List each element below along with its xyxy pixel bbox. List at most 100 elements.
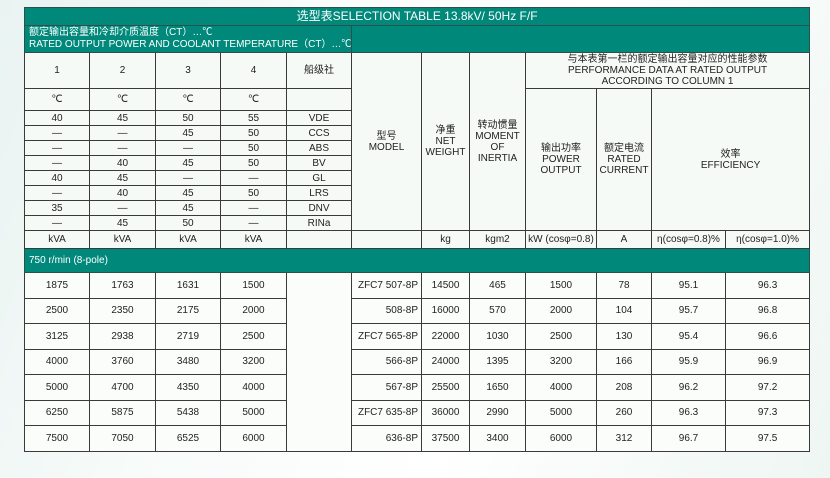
rated-header-cn: 额定输出容量和冷却介质温度（CT）…℃ xyxy=(29,27,213,38)
data-cell: 5000 xyxy=(220,399,287,426)
temp-cell: 40 xyxy=(89,185,156,201)
power-en1: POWER xyxy=(542,154,580,165)
class-society-cell: RINa xyxy=(286,215,352,231)
unit-a: A xyxy=(596,230,652,249)
class-society-cell: LRS xyxy=(286,185,352,201)
class-society-cell: CCS xyxy=(286,125,352,141)
temp-cell: 45 xyxy=(155,125,221,141)
col-3-header: 3 xyxy=(155,52,221,89)
data-cell: 78 xyxy=(596,272,652,299)
weight-en1: NET xyxy=(435,136,456,147)
power-cn: 输出功率 xyxy=(541,143,581,154)
data-cell: 5438 xyxy=(155,399,221,426)
selection-table: 选型表SELECTION TABLE 13.8kV/ 50Hz F/F 额定输出… xyxy=(23,7,811,452)
col-1-header: 1 xyxy=(24,52,90,89)
col-2-header: 2 xyxy=(89,52,156,89)
data-cell: 3125 xyxy=(24,323,90,350)
data-cell: 95.1 xyxy=(651,272,726,299)
temp-cell: — xyxy=(89,125,156,141)
efficiency-header: 效率 EFFICIENCY xyxy=(650,88,811,231)
model-cell: ZFC7 635-8P xyxy=(351,399,422,426)
model-cell: ZFC7 565-8P xyxy=(351,323,422,350)
temp-cell: 40 xyxy=(24,110,90,126)
data-cell: 1875 xyxy=(24,272,90,299)
data-cell: 4000 xyxy=(24,348,90,375)
class-society-cell: DNV xyxy=(286,200,352,216)
data-cell: 96.3 xyxy=(651,399,726,426)
model-cell: 636-8P xyxy=(351,425,422,452)
data-cell: 6250 xyxy=(24,399,90,426)
temp-cell: — xyxy=(24,215,90,231)
temp-cell: 40 xyxy=(89,155,156,171)
model-header: 型号 MODEL xyxy=(351,52,422,231)
unit-kva: kVA xyxy=(155,230,221,249)
data-cell: 2719 xyxy=(155,323,221,350)
temp-cell: — xyxy=(155,170,221,186)
table-row: 4000 3760 3480 3200 566-8P 24000 1395 3200 166 95… xyxy=(24,348,811,375)
eff-en: EFFICIENCY xyxy=(700,159,761,171)
data-cell: 3400 xyxy=(469,425,526,452)
data-cell: 96.8 xyxy=(724,297,811,324)
deg-blank xyxy=(286,88,352,111)
data-cell: 4700 xyxy=(89,374,156,401)
rated-header-en: RATED OUTPUT POWER AND COOLANT TEMPERATU… xyxy=(29,39,352,50)
data-cell: 2500 xyxy=(220,323,287,350)
data-cell: 2938 xyxy=(89,323,156,350)
temp-cell: 50 xyxy=(155,215,221,231)
inertia-en2: OF xyxy=(490,141,505,153)
temp-cell: 45 xyxy=(155,185,221,201)
data-cell: 312 xyxy=(596,425,652,452)
data-cell: 95.9 xyxy=(651,348,726,375)
data-cell: 7500 xyxy=(24,425,90,452)
data-cell: 36000 xyxy=(421,399,470,426)
data-cell: 1763 xyxy=(89,272,156,299)
temp-cell: — xyxy=(220,215,287,231)
table-row: 5000 4700 4350 4000 567-8P 25500 1650 4000 208 96… xyxy=(24,374,811,401)
data-cell: 5000 xyxy=(24,374,90,401)
weight-header: 净重 NET WEIGHT xyxy=(421,52,470,231)
data-cell: 6525 xyxy=(155,425,221,452)
data-cell: 22000 xyxy=(421,323,470,350)
data-cell: 1631 xyxy=(155,272,221,299)
perf-en1: PERFORMANCE DATA AT RATED OUTPUT xyxy=(568,65,768,76)
data-cell: 97.5 xyxy=(724,425,811,452)
data-cell: 25500 xyxy=(421,374,470,401)
unit-blank xyxy=(286,230,352,249)
temp-cell: 50 xyxy=(220,185,287,201)
data-cell: 6000 xyxy=(525,425,597,452)
inertia-en3: INERTIA xyxy=(477,152,518,164)
class-society-cell: GL xyxy=(286,170,352,186)
data-cell: 96.6 xyxy=(724,323,811,350)
model-cell: 567-8P xyxy=(351,374,422,401)
data-cell: 570 xyxy=(469,297,526,324)
col-4-header: 4 xyxy=(220,52,287,89)
class-row: 35—45— DNV xyxy=(24,200,810,216)
data-cell: 3200 xyxy=(220,348,287,375)
weight-en2: WEIGHT xyxy=(425,147,466,158)
data-cell: 96.2 xyxy=(651,374,726,401)
unit-kgm2: kgm2 xyxy=(469,230,526,249)
data-cell: 6000 xyxy=(220,425,287,452)
temp-cell: 40 xyxy=(24,170,90,186)
data-cell: 3480 xyxy=(155,348,221,375)
temp-cell: 45 xyxy=(155,200,221,216)
class-society-cell: ABS xyxy=(286,140,352,156)
temp-cell: 50 xyxy=(220,125,287,141)
data-cell: 3200 xyxy=(525,348,597,375)
data-cell: 130 xyxy=(596,323,652,350)
perf-en2: ACCORDING TO COLUMN 1 xyxy=(601,76,734,87)
data-cell: 5000 xyxy=(525,399,597,426)
unit-blank xyxy=(351,230,422,249)
temp-cell: 55 xyxy=(220,110,287,126)
data-cell: 2500 xyxy=(525,323,597,350)
data-cell: 104 xyxy=(596,297,652,324)
society-blank xyxy=(286,272,352,452)
data-cell: 1030 xyxy=(469,323,526,350)
data-cell: 2000 xyxy=(220,297,287,324)
table-row: 6250 5875 5438 5000 ZFC7 635-8P 36000 2990 5000… xyxy=(24,399,811,426)
data-cell: 166 xyxy=(596,348,652,375)
data-cell: 2000 xyxy=(525,297,597,324)
table-row: 3125 2938 2719 2500 ZFC7 565-8P 22000 1030 2500… xyxy=(24,323,811,350)
current-en2: CURRENT xyxy=(599,165,649,176)
unit-eta08: η(cosφ=0.8)% xyxy=(651,230,726,249)
